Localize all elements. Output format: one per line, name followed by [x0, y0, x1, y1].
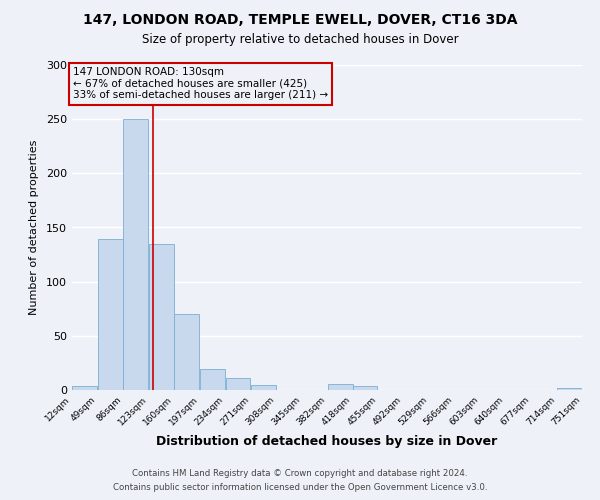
Text: Contains HM Land Registry data © Crown copyright and database right 2024.: Contains HM Land Registry data © Crown c…: [132, 468, 468, 477]
Text: 147 LONDON ROAD: 130sqm
← 67% of detached houses are smaller (425)
33% of semi-d: 147 LONDON ROAD: 130sqm ← 67% of detache…: [73, 67, 328, 100]
Bar: [353, 386, 377, 390]
Text: 147, LONDON ROAD, TEMPLE EWELL, DOVER, CT16 3DA: 147, LONDON ROAD, TEMPLE EWELL, DOVER, C…: [83, 12, 517, 26]
Bar: [175, 314, 199, 390]
Bar: [557, 388, 581, 390]
X-axis label: Distribution of detached houses by size in Dover: Distribution of detached houses by size …: [157, 436, 497, 448]
Text: Size of property relative to detached houses in Dover: Size of property relative to detached ho…: [142, 32, 458, 46]
Bar: [124, 119, 148, 390]
Y-axis label: Number of detached properties: Number of detached properties: [29, 140, 39, 315]
Bar: [251, 384, 276, 390]
Bar: [200, 370, 225, 390]
Bar: [226, 378, 250, 390]
Bar: [328, 384, 353, 390]
Bar: [73, 386, 97, 390]
Text: Contains public sector information licensed under the Open Government Licence v3: Contains public sector information licen…: [113, 484, 487, 492]
Bar: [149, 244, 174, 390]
Bar: [98, 240, 123, 390]
